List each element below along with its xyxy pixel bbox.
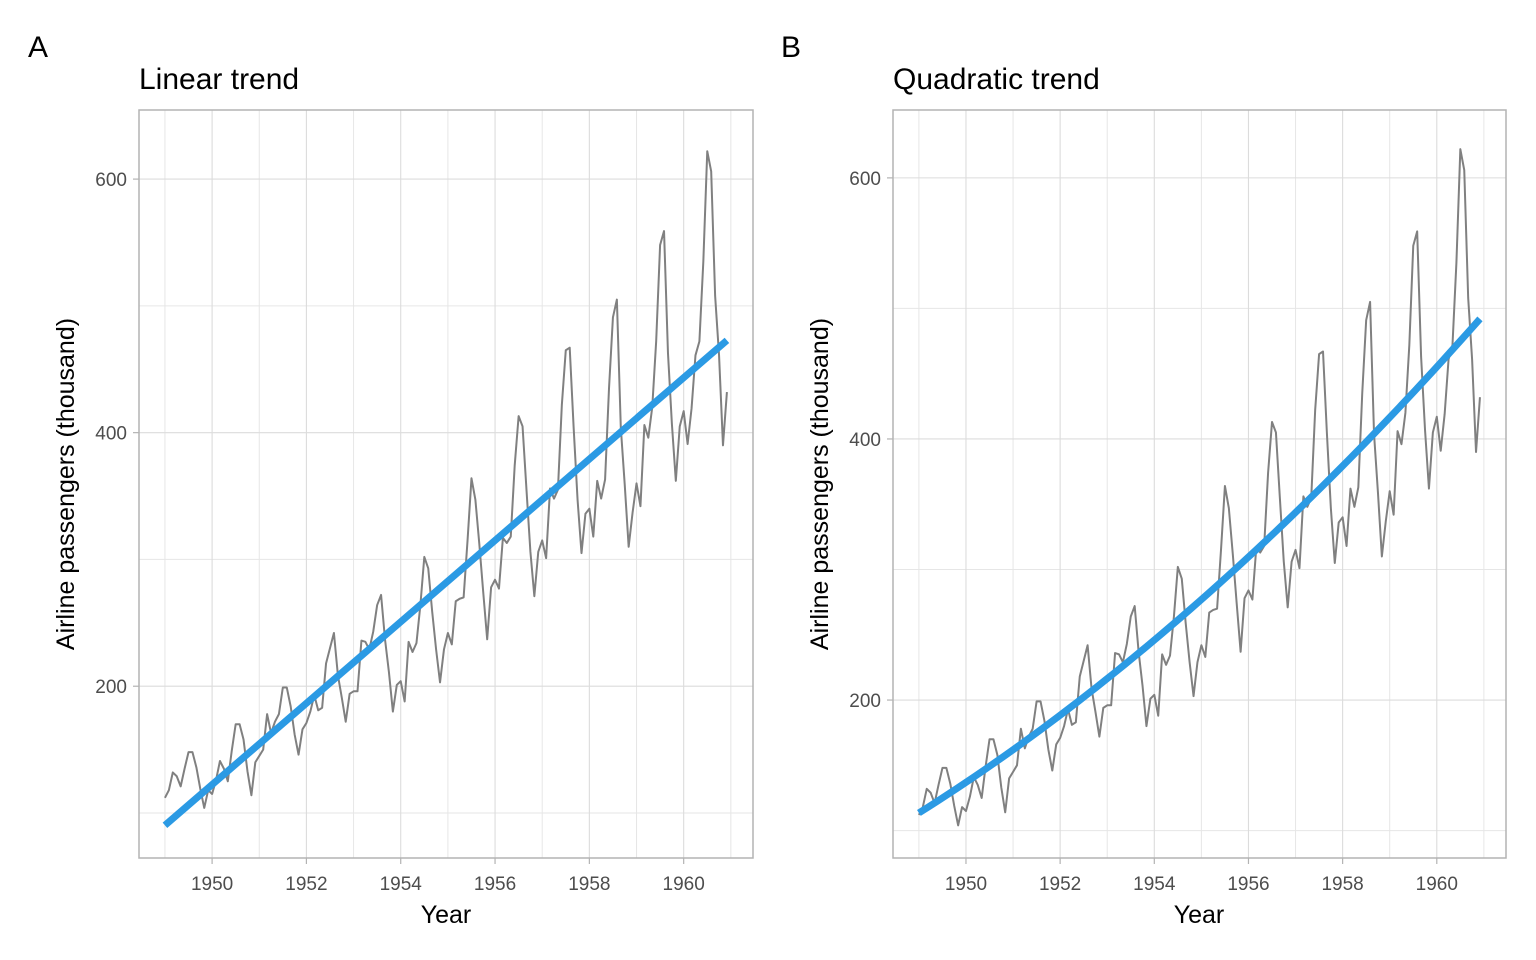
x-axis-title: Year xyxy=(1174,901,1225,929)
panel-border xyxy=(138,109,754,859)
y-tick-label: 400 xyxy=(95,424,127,445)
gridlines xyxy=(139,110,753,858)
x-tick-label: 1952 xyxy=(1039,874,1081,895)
trend-line xyxy=(162,337,730,828)
trend-fit-line xyxy=(162,337,730,828)
x-tick-label: 1950 xyxy=(945,874,987,895)
x-tick-label: 1954 xyxy=(1133,874,1176,895)
chart-title: Quadratic trend xyxy=(893,63,1100,96)
observed-series xyxy=(164,150,728,809)
panel-border xyxy=(892,109,1507,859)
panel-tag: A xyxy=(28,31,48,64)
x-tick-label: 1958 xyxy=(568,874,610,895)
trend-line xyxy=(917,316,1483,816)
y-tick-label: 600 xyxy=(849,169,881,190)
x-tick-label: 1958 xyxy=(1321,874,1363,895)
y-tick-label: 400 xyxy=(849,430,881,451)
x-tick-label: 1960 xyxy=(663,874,705,895)
observed-series xyxy=(917,148,1481,827)
panel-a: A Linear trend 1950 1952 1954 1956 1958 1960 2… xyxy=(28,31,754,929)
x-axis-title: Year xyxy=(421,901,472,929)
x-tick-label: 1952 xyxy=(285,874,327,895)
y-tick-label: 200 xyxy=(849,691,881,712)
y-axis-title: Airline passengers (thousand) xyxy=(806,318,834,650)
axis-ticks: 1950 1952 1954 1956 1958 1960 200 400 600 xyxy=(95,170,705,895)
y-tick-label: 200 xyxy=(95,677,127,698)
y-axis-title: Airline passengers (thousand) xyxy=(52,318,80,650)
axis-ticks: 1950 1952 1954 1956 1958 1960 200 400 600 xyxy=(849,169,1458,895)
x-tick-label: 1954 xyxy=(380,874,423,895)
x-tick-label: 1956 xyxy=(474,874,516,895)
observed-line xyxy=(917,148,1481,827)
chart-title: Linear trend xyxy=(139,63,299,96)
panel-b: B Quadratic trend 1950 1952 1954 1956 1958 19… xyxy=(781,31,1507,929)
x-tick-label: 1950 xyxy=(191,874,233,895)
panel-tag: B xyxy=(781,31,801,64)
y-tick-label: 600 xyxy=(95,170,127,191)
trend-fit-line xyxy=(917,316,1483,816)
x-tick-label: 1960 xyxy=(1416,874,1458,895)
gridlines xyxy=(893,110,1506,858)
observed-line xyxy=(164,150,728,809)
x-tick-label: 1956 xyxy=(1227,874,1269,895)
